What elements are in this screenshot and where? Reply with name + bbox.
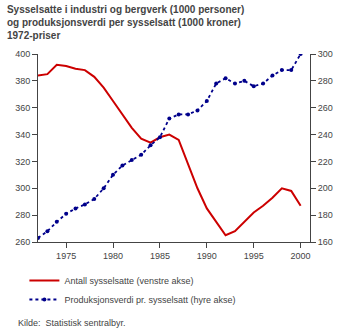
svg-text:380: 380 <box>15 76 30 86</box>
svg-text:320: 320 <box>15 157 30 167</box>
svg-text:200: 200 <box>318 183 333 193</box>
svg-text:1980: 1980 <box>103 251 123 261</box>
svg-text:260: 260 <box>318 103 333 113</box>
svg-text:1975: 1975 <box>56 251 76 261</box>
svg-text:Antall sysselsatte (venstre ak: Antall sysselsatte (venstre akse) <box>64 276 193 286</box>
svg-text:220: 220 <box>318 157 333 167</box>
svg-text:180: 180 <box>318 210 333 220</box>
svg-text:1985: 1985 <box>150 251 170 261</box>
svg-text:Sysselsatte i industri og berg: Sysselsatte i industri og bergverk (1000… <box>7 4 244 41</box>
svg-text:2000: 2000 <box>291 251 311 261</box>
svg-text:280: 280 <box>318 76 333 86</box>
svg-text:Produksjonsverdi pr. sysselsat: Produksjonsverdi pr. sysselsatt (hyre ak… <box>64 295 235 305</box>
svg-text:160: 160 <box>318 237 333 247</box>
svg-text:400: 400 <box>15 49 30 59</box>
svg-text:1995: 1995 <box>244 251 264 261</box>
svg-text:Kilde: Statistisk sentralbyr.: Kilde: Statistisk sentralbyr. <box>18 318 126 328</box>
svg-text:340: 340 <box>15 130 30 140</box>
svg-text:260: 260 <box>15 237 30 247</box>
svg-text:240: 240 <box>318 130 333 140</box>
svg-text:300: 300 <box>15 183 30 193</box>
svg-text:280: 280 <box>15 210 30 220</box>
svg-text:1990: 1990 <box>197 251 217 261</box>
svg-text:360: 360 <box>15 103 30 113</box>
svg-text:300: 300 <box>318 49 333 59</box>
